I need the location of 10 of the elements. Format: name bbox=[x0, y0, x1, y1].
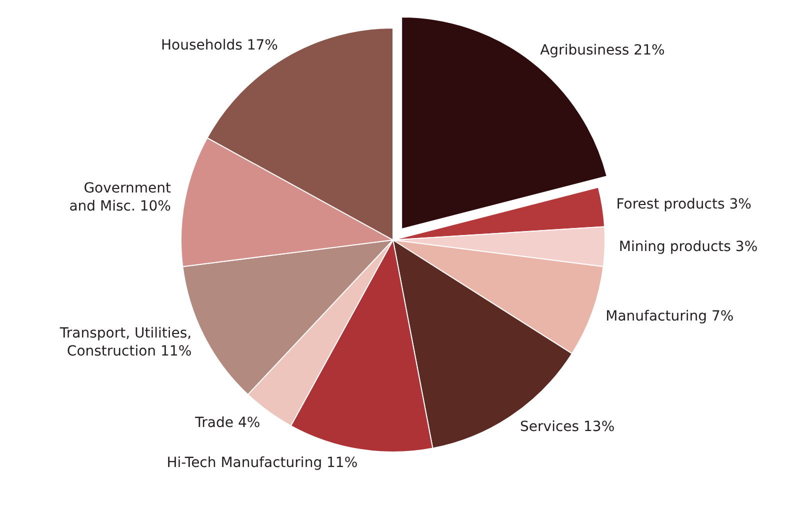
slice-label: Households 17% bbox=[161, 37, 278, 54]
slice-label: Services 13% bbox=[520, 418, 615, 435]
slice-label: Agribusiness 21% bbox=[540, 42, 665, 58]
slice-label: Transport, Utilities, Construction 11% bbox=[58, 326, 192, 360]
slice-label: Forest products 3% bbox=[616, 196, 752, 213]
slice-label: Trade 4% bbox=[194, 414, 260, 431]
slice-label: Hi-Tech Manufacturing 11% bbox=[166, 455, 358, 472]
slice-label: Mining products 3% bbox=[618, 239, 758, 256]
slice-label: Government and Misc. 10% bbox=[69, 180, 172, 215]
slice-label: Manufacturing 7% bbox=[606, 308, 734, 325]
